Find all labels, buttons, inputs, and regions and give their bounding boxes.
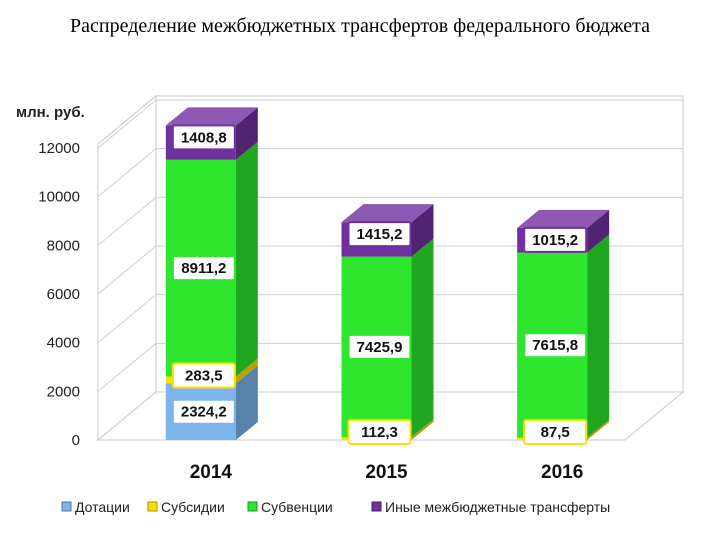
data-label-text: 1415,2 — [357, 226, 403, 243]
bar-segment-side — [235, 358, 258, 384]
data-labels: 2324,2 283,5 8911,2 1408,8 112,3 7425,9 1415,2… — [171, 124, 588, 445]
data-label: 283,5 — [171, 362, 236, 389]
data-label: 87,5 — [523, 419, 588, 445]
legend-label: Иные межбюджетные трансферты — [385, 499, 610, 515]
data-label-box — [523, 226, 588, 253]
data-label-text: 8911,2 — [181, 260, 226, 277]
data-label: 2324,2 — [171, 398, 236, 425]
side-wall — [97, 94, 157, 442]
data-label-box — [523, 332, 588, 359]
y-tick-label: 12000 — [38, 140, 80, 157]
y-tick-label: 0 — [72, 432, 80, 449]
data-label-box — [347, 419, 412, 445]
x-tick-label: 2015 — [365, 462, 408, 483]
gridline — [97, 148, 683, 198]
bar-segment-side — [411, 204, 434, 257]
y-tick-label: 10000 — [38, 189, 80, 206]
data-label-box — [347, 221, 412, 248]
gridline — [97, 245, 683, 295]
x-tick-label: 2014 — [190, 462, 233, 483]
data-label: 1015,2 — [523, 226, 588, 253]
y-tick-label: 6000 — [47, 286, 80, 303]
gridline — [97, 391, 683, 441]
data-label: 1415,2 — [347, 221, 412, 248]
y-axis-ticks: 0 2000 4000 6000 8000 10000 12000 — [38, 140, 80, 449]
data-label: 7425,9 — [347, 333, 412, 360]
data-label-text: 112,3 — [361, 424, 398, 441]
data-label-box — [347, 333, 412, 360]
bar-segment-side — [411, 419, 434, 440]
bar-segment-top — [165, 107, 258, 126]
legend: Дотации Субсидии Субвенции Иные межбюджетны… — [61, 499, 610, 515]
data-label: 1408,8 — [171, 124, 236, 151]
gridline — [97, 342, 683, 392]
data-label: 8911,2 — [171, 255, 236, 282]
gridline — [97, 294, 683, 344]
bar-segment-top — [517, 209, 610, 228]
chart-title: Распределение межбюджетных трансфертов ф… — [70, 15, 650, 37]
data-label-text: 7425,9 — [357, 339, 403, 356]
bar-segment-top — [341, 204, 434, 223]
x-tick-label: 2016 — [541, 462, 583, 483]
data-label-box — [171, 398, 236, 425]
legend-swatch — [61, 501, 72, 512]
bar-segment-side — [587, 234, 610, 438]
data-label-text: 87,5 — [541, 424, 570, 441]
bar-segment-side — [235, 365, 258, 440]
bar-segment-side — [587, 209, 610, 253]
y-axis-unit-label: млн. руб. — [16, 104, 85, 121]
bar-segment-side — [411, 238, 434, 438]
data-label-text: 1408,8 — [181, 129, 227, 146]
gridlines — [97, 99, 683, 441]
legend-label: Субвенции — [261, 499, 333, 515]
data-label-text: 2324,2 — [181, 404, 227, 421]
data-label-box — [171, 362, 236, 389]
data-label-text: 7615,8 — [532, 337, 578, 354]
gridline — [97, 99, 683, 149]
legend-swatch — [371, 501, 382, 512]
data-label-box — [171, 124, 236, 151]
y-tick-label: 4000 — [47, 335, 80, 352]
bar-segment-side — [235, 141, 258, 377]
data-label-box — [523, 419, 588, 445]
data-label: 7615,8 — [523, 332, 588, 359]
legend-swatch — [147, 501, 158, 512]
legend-swatch — [247, 501, 258, 512]
legend-label: Дотации — [75, 499, 130, 515]
y-tick-label: 8000 — [47, 237, 80, 254]
legend-label: Субсидии — [161, 499, 225, 515]
gridline — [97, 196, 683, 246]
data-label-text: 283,5 — [185, 368, 223, 385]
bar-segment-side — [587, 419, 610, 440]
x-axis-ticks: 2014 2015 2016 — [190, 462, 584, 483]
data-label: 112,3 — [347, 419, 412, 445]
y-tick-label: 2000 — [47, 383, 80, 400]
bar-segment-side — [235, 107, 258, 160]
data-label-text: 1015,2 — [532, 232, 578, 249]
data-label-box — [171, 255, 236, 282]
